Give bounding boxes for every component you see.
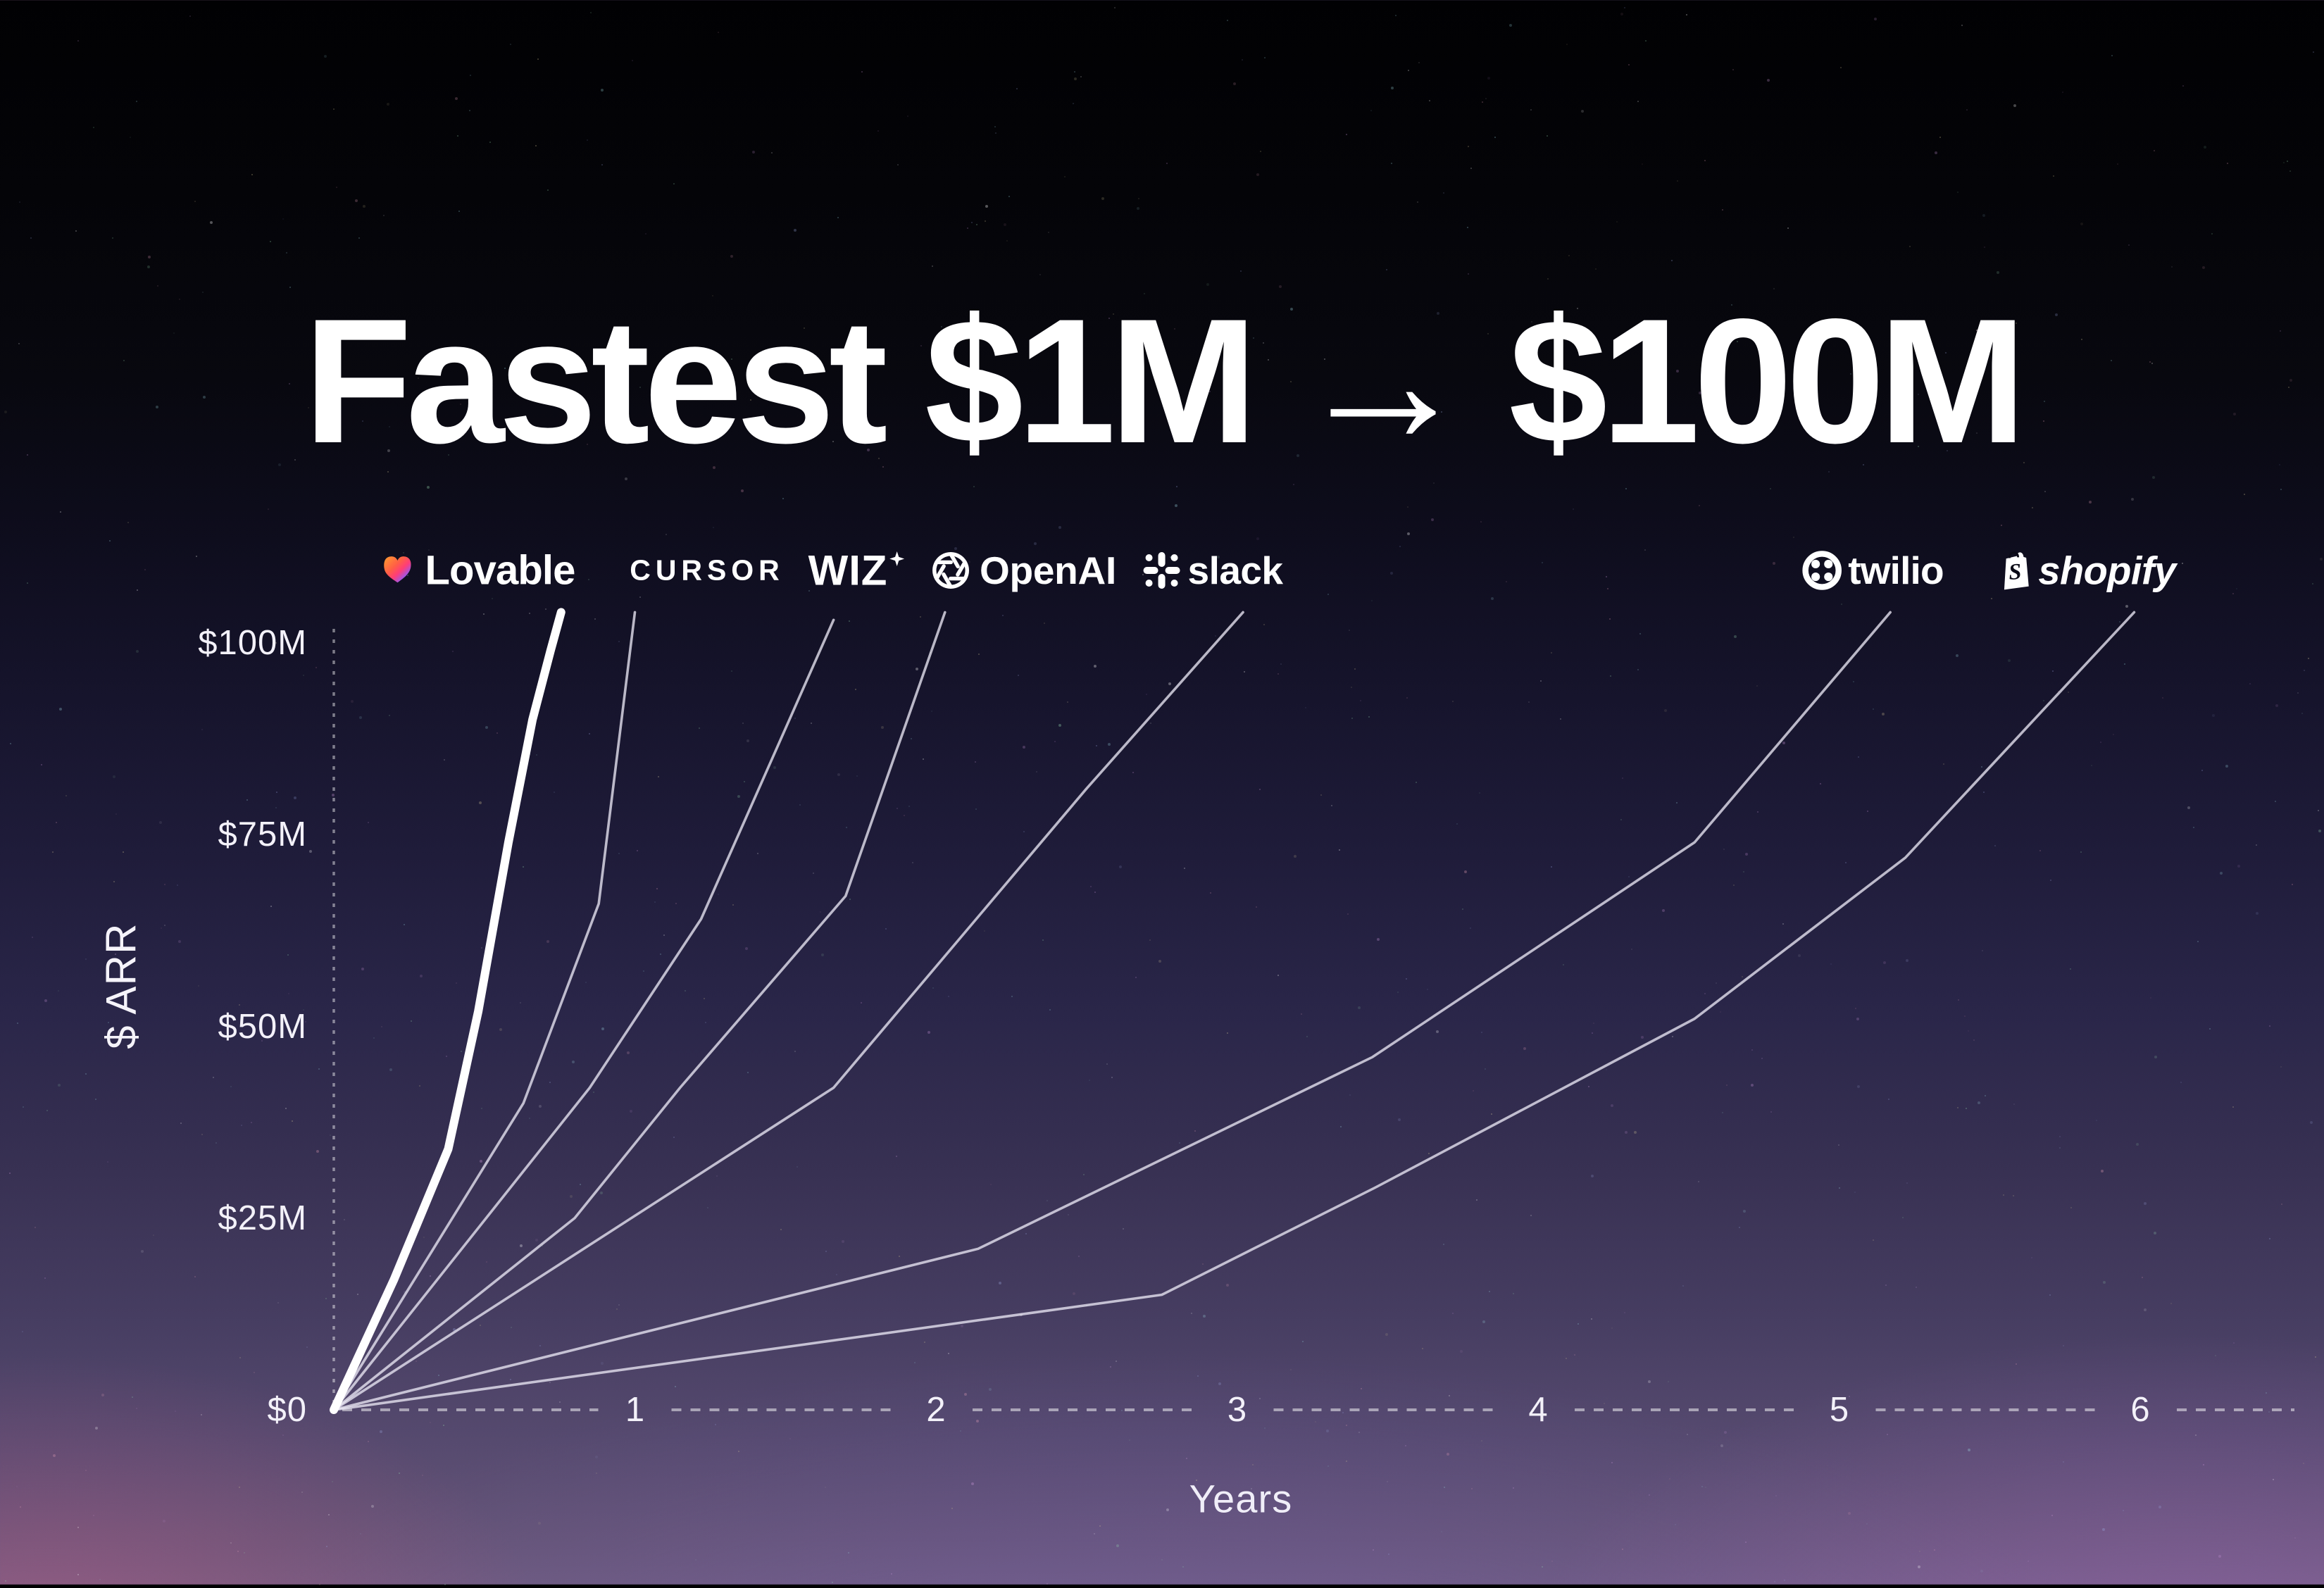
logo-openai-label: OpenAI [980, 549, 1116, 592]
logo-twilio-label: twilio [1848, 549, 1944, 592]
x-tick-label-3: 3 [1227, 1391, 1247, 1429]
series-line-openai [332, 611, 947, 1411]
x-tick-label-2: 2 [926, 1391, 946, 1429]
logo-slack: slack [1143, 548, 1283, 593]
logo-shopify: S shopify [1996, 548, 2176, 594]
twilio-icon [1801, 550, 1842, 591]
x-tick-label-4: 4 [1528, 1391, 1548, 1429]
logo-lovable: Lovable [380, 547, 575, 594]
y-tick-label-25: $25M [218, 1199, 307, 1237]
logo-cursor: CURSOR [630, 554, 785, 587]
x-tick-label-1: 1 [625, 1391, 645, 1429]
series-line-twilio [332, 611, 1892, 1411]
lovable-heart-icon [380, 553, 415, 588]
logo-wiz: WIZ [808, 546, 905, 595]
series-line-slack [332, 611, 1244, 1411]
y-tick-label-75: $75M [218, 815, 307, 854]
logo-wiz-label: WIZ [808, 546, 888, 594]
y-tick-label-50: $50M [218, 1007, 307, 1046]
series-line-wiz [332, 618, 835, 1411]
y-tick-label-100: $100M [198, 624, 307, 662]
logo-slack-label: slack [1187, 549, 1283, 592]
logo-lovable-label: Lovable [425, 547, 575, 594]
slack-icon [1143, 551, 1181, 589]
logo-twilio: twilio [1801, 548, 1944, 593]
series-line-shopify [332, 611, 2136, 1411]
x-tick-label-5: 5 [1829, 1391, 1849, 1429]
y-tick-label-0: $0 [267, 1391, 307, 1429]
x-axis-title: Years [1189, 1476, 1293, 1521]
series-line-cursor [332, 611, 637, 1411]
logo-cursor-label: CURSOR [630, 554, 785, 587]
logo-shopify-label: shopify [2038, 548, 2176, 593]
y-axis-title: $ ARR [97, 923, 145, 1049]
series-line-lovable [330, 608, 566, 1414]
x-tick-label-6: 6 [2130, 1391, 2150, 1429]
openai-icon [929, 549, 973, 592]
wiz-sparkle-icon [889, 551, 904, 567]
logo-openai: OpenAI [929, 548, 1116, 593]
page-title: Fastest $1M → $100M [304, 282, 2026, 480]
shopify-bag-icon: S [1996, 551, 2031, 590]
svg-text:S: S [2008, 558, 2022, 584]
